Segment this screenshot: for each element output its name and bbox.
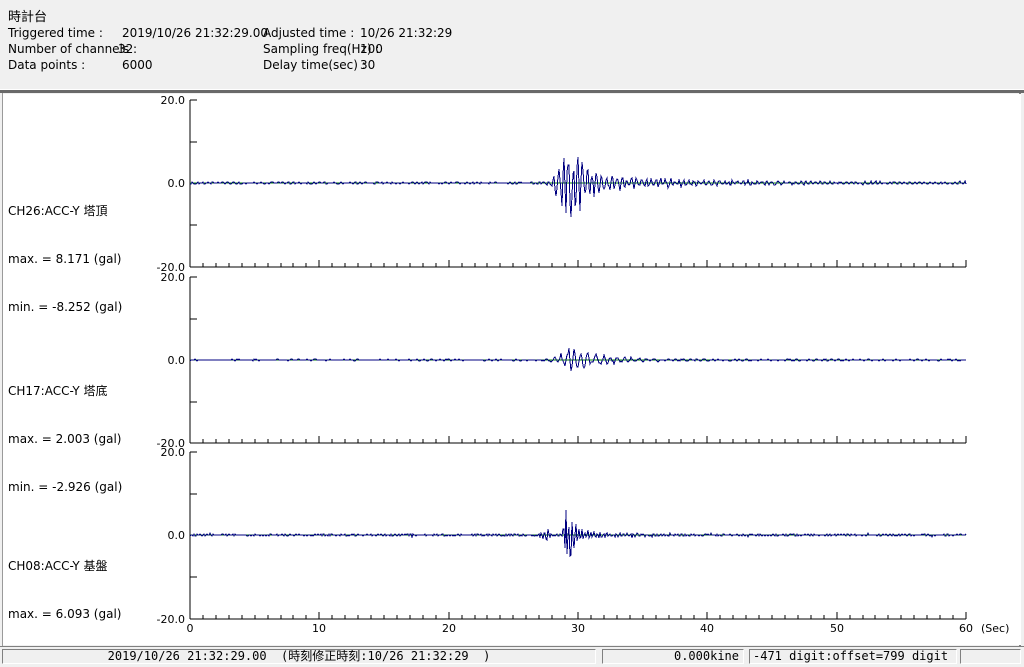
y-label-zero: 0.0 — [168, 354, 186, 367]
status-digit-panel: -471 digit:offset=799 digit — [749, 649, 957, 664]
status-extra-panel — [960, 649, 1021, 664]
channel-2-min: min. = -2.926 (gal) — [8, 480, 123, 494]
x-tick-label: 20 — [442, 622, 456, 635]
channel-count-value: 32 — [118, 42, 134, 56]
adjusted-time-value: 10/26 21:32:29 — [360, 26, 453, 40]
header-panel: 時計台 Triggered time : 2019/10/26 21:32:29… — [0, 0, 1024, 90]
client-left-border — [2, 93, 3, 646]
y-label-bottom: -20.0 — [157, 437, 185, 450]
x-tick-label: 0 — [187, 622, 194, 635]
y-label-bottom: -20.0 — [157, 613, 185, 626]
y-label-zero: 0.0 — [168, 529, 186, 542]
y-label-top: 20.0 — [161, 446, 186, 459]
channel-count-label: Number of channels : — [8, 42, 137, 56]
y-label-bottom: -20.0 — [157, 261, 185, 274]
sampling-freq-value: 100 — [360, 42, 383, 56]
data-points-label: Data points : — [8, 58, 86, 72]
y-label-zero: 0.0 — [168, 177, 186, 190]
x-tick-label: 60 — [959, 622, 973, 635]
sampling-freq-label: Sampling freq(Hz) : — [263, 42, 380, 56]
waveform-area: 20.0 0.0 -20.0 20.0 0.0 -20.0 20.0 0.0 -20.0 0 10 2… — [3, 94, 1021, 667]
x-tick-label: 50 — [830, 622, 844, 635]
waveform-trace-ch2 — [189, 347, 966, 372]
status-kine-panel: 0.000kine — [602, 649, 744, 664]
y-label-top: 20.0 — [161, 271, 186, 284]
channel-2-max: max. = 2.003 (gal) — [8, 432, 122, 446]
delay-time-label: Delay time(sec) : — [263, 58, 366, 72]
channel-1-info: CH26:ACC-Y 塔頂 max. = 8.171 (gal) min. = … — [8, 171, 188, 347]
status-time-panel: 2019/10/26 21:32:29.00 (時刻修正時刻:10/26 21:… — [2, 649, 596, 664]
triggered-time-value: 2019/10/26 21:32:29.00 — [122, 26, 268, 40]
header-divider — [0, 90, 1024, 93]
waveform-trace-ch3 — [189, 509, 967, 558]
channel-3-name: CH08:ACC-Y 基盤 — [8, 559, 108, 573]
delay-time-value: 30 — [360, 58, 376, 72]
x-tick-label: 10 — [312, 622, 326, 635]
waveform-plot-svg: 20.00.0-20.020.00.0-20.020.00.0-20.00 10 2… — [157, 94, 1010, 635]
x-axis-unit-label: (Sec) — [981, 622, 1009, 635]
channel-3-max: max. = 6.093 (gal) — [8, 607, 122, 621]
status-bar: 2019/10/26 21:32:29.00 (時刻修正時刻:10/26 21:… — [0, 646, 1024, 667]
channel-1-max: max. = 8.171 (gal) — [8, 252, 122, 266]
x-tick-label: 30 — [571, 622, 585, 635]
window-title: 時計台 — [8, 10, 48, 25]
data-points-value: 6000 — [122, 58, 153, 72]
triggered-time-label: Triggered time : — [8, 26, 103, 40]
waveform-trace-ch1 — [190, 156, 967, 218]
channel-1-name: CH26:ACC-Y 塔頂 — [8, 204, 108, 218]
y-label-top: 20.0 — [161, 94, 186, 107]
channel-2-info: CH17:ACC-Y 塔底 max. = 2.003 (gal) min. = … — [8, 351, 188, 527]
channel-2-name: CH17:ACC-Y 塔底 — [8, 384, 108, 398]
adjusted-time-label: Adjusted time : — [263, 26, 355, 40]
x-tick-label: 40 — [700, 622, 714, 635]
channel-1-min: min. = -8.252 (gal) — [8, 300, 123, 314]
header-divider-highlight — [0, 89, 1024, 90]
